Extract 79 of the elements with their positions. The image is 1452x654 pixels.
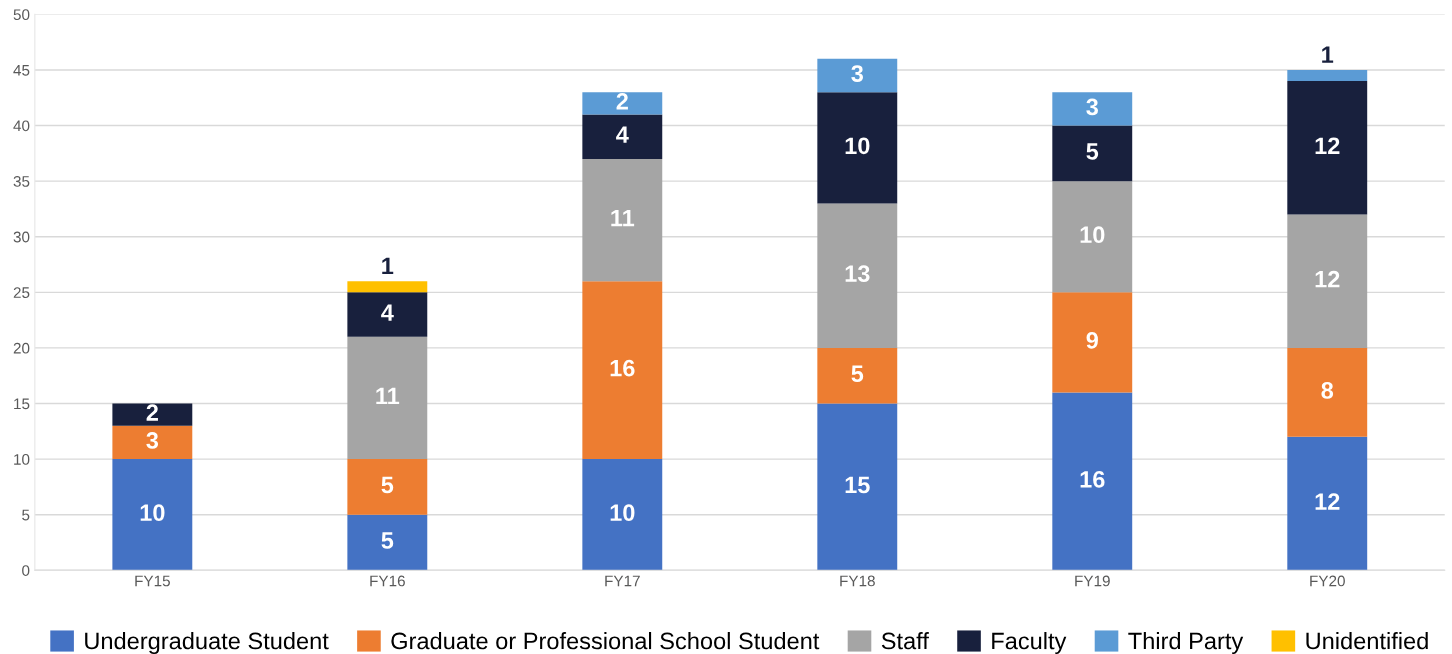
bar [1052,392,1133,571]
y-tick-label: 45 [13,65,30,76]
y-tick-label: 0 [22,565,30,576]
data-label: 5 [381,476,394,494]
data-label: 16 [610,359,635,377]
y-tick-label: 40 [13,120,30,132]
bar [1287,81,1368,215]
data-label: 11 [611,209,635,227]
data-label: 3 [851,65,863,82]
legend-label: Third Party [1128,631,1244,654]
bar [1052,292,1133,393]
bar [347,292,428,337]
bar [347,336,428,460]
data-label: 16 [1080,470,1105,488]
y-tick-label: 35 [13,176,30,187]
bar [582,281,663,460]
y-tick-label: 25 [13,287,30,299]
bar [582,459,663,571]
x-tick-label: FY20 [1310,575,1345,587]
bar [1287,347,1368,437]
bar [582,92,663,115]
data-label: 2 [146,404,158,421]
x-tick-label: FY16 [370,575,405,587]
legend-label: Unidentified [1306,631,1428,650]
data-label: 1 [1322,46,1334,63]
bar [1052,92,1133,126]
bar [1052,181,1133,293]
data-label: 11 [376,387,400,405]
data-label: 10 [845,137,870,155]
bar [817,58,898,93]
data-label: 15 [845,476,870,494]
bar [582,158,663,282]
legend-label: Staff [881,632,929,650]
y-tick-label: 10 [14,453,30,465]
bar [1287,69,1368,82]
x-tick-label: FY19 [1075,575,1110,587]
x-tick-label: FY15 [135,575,170,587]
legend-label: Faculty [992,631,1067,654]
y-tick-label: 5 [22,509,30,521]
data-label: 1 [382,257,394,275]
data-label: 4 [616,126,629,143]
bar [347,281,428,293]
bar [1052,125,1133,182]
bar [112,459,193,571]
bar [582,114,663,159]
data-label: 3 [1086,98,1098,116]
data-label: 5 [1086,143,1099,160]
bar [1287,436,1368,571]
y-tick-label: 50 [13,9,30,21]
data-label: 3 [146,432,159,449]
y-tick-label: 15 [14,398,30,410]
data-label: 9 [1086,331,1098,349]
x-tick-label: FY17 [605,575,640,587]
bar [817,347,898,404]
bar [347,459,428,515]
legend-label: Graduate or Professional School Student [391,631,820,650]
bar [1287,214,1368,348]
bar [817,92,898,204]
bar [112,403,193,426]
data-label: 5 [381,532,394,549]
data-label: 5 [851,365,864,383]
bar [112,425,193,460]
data-label: 12 [1315,270,1340,288]
x-tick-label: FY18 [840,575,875,587]
data-label: 10 [610,504,635,522]
data-label: 13 [845,265,870,283]
y-tick-label: 30 [13,231,30,243]
data-label: 2 [616,92,628,110]
data-label: 10 [1080,226,1105,244]
data-label: 8 [1321,382,1334,399]
bar [817,203,898,348]
data-label: 12 [1315,493,1340,510]
data-label: 12 [1315,137,1340,154]
bar [347,514,428,571]
bar [817,403,898,571]
legend-label: Undergraduate Student [85,631,329,654]
data-label: 10 [140,504,165,522]
y-tick-label: 20 [13,342,30,354]
data-label: 4 [381,304,394,321]
